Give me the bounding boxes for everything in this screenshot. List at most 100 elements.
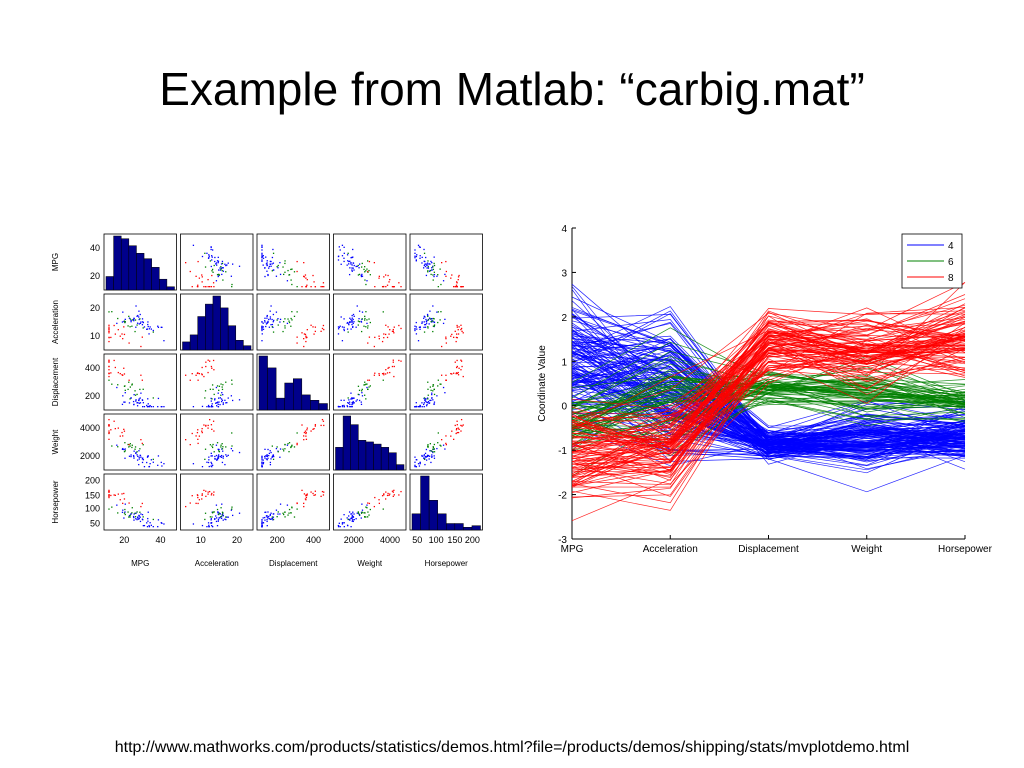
scatter-point xyxy=(268,326,271,328)
scatter-point xyxy=(210,494,213,496)
scatter-point xyxy=(424,324,426,326)
scatter-point xyxy=(132,400,135,403)
scatter-point xyxy=(226,264,228,266)
scatter-point xyxy=(341,326,344,328)
scatter-point xyxy=(220,398,223,400)
scatter-point xyxy=(427,381,429,383)
scatter-point xyxy=(225,454,227,456)
scatter-point xyxy=(136,393,138,396)
scatter-point xyxy=(128,342,130,344)
scatter-point xyxy=(423,406,425,408)
scatter-point xyxy=(422,267,425,269)
scatter-point xyxy=(417,463,420,465)
scatter-point xyxy=(201,374,203,376)
scatter-point xyxy=(385,286,387,288)
scatter-point xyxy=(270,518,272,520)
scatter-point xyxy=(455,286,457,288)
scatter-point xyxy=(450,335,452,337)
scatter-point xyxy=(454,424,456,427)
scatter-point xyxy=(351,314,353,317)
cell-frame xyxy=(180,233,254,291)
scatter-point xyxy=(358,267,360,269)
scatter-point xyxy=(261,520,263,522)
scatter-point xyxy=(147,321,149,323)
scatter-point xyxy=(230,509,233,511)
scatter-point xyxy=(279,503,282,505)
legend: 468 xyxy=(901,233,963,289)
scatter-point xyxy=(348,511,351,513)
scatter-point xyxy=(320,330,322,332)
scatter-point xyxy=(123,498,126,500)
scatter-point xyxy=(343,328,345,330)
scatter-point xyxy=(350,526,352,528)
scatter-point xyxy=(392,330,394,332)
scatter-point xyxy=(123,326,125,328)
scatter-point xyxy=(152,406,154,408)
scatter-point xyxy=(383,493,385,495)
scatter-point xyxy=(127,388,129,391)
scatter-point xyxy=(111,445,113,447)
scatter-point xyxy=(140,374,142,376)
scatter-point xyxy=(416,406,418,408)
scatter-point xyxy=(339,526,341,528)
scatter-point xyxy=(349,317,351,319)
scatter-point xyxy=(364,266,366,268)
matrix-cell-mpg-vs-horsepower xyxy=(409,233,483,291)
scatter-point xyxy=(220,515,223,518)
scatter-point xyxy=(306,493,308,495)
scatter-point xyxy=(415,321,417,324)
scatter-point xyxy=(217,456,219,458)
scatter-point xyxy=(358,310,361,312)
scatter-point xyxy=(149,326,151,328)
scatter-point xyxy=(218,389,220,391)
scatter-point xyxy=(364,319,366,321)
scatter-point xyxy=(271,445,273,447)
series-8-line xyxy=(571,339,966,419)
histogram-bar xyxy=(365,441,374,471)
scatter-point xyxy=(197,284,199,286)
scatter-point xyxy=(122,509,124,511)
scatter-point xyxy=(444,448,446,450)
scatter-point xyxy=(141,458,144,460)
scatter-point xyxy=(348,401,351,403)
scatter-point xyxy=(424,463,426,466)
matrix-cell-horsepower-vs-weight xyxy=(333,473,407,531)
scatter-point xyxy=(267,320,269,323)
scatter-point xyxy=(142,525,145,527)
scatter-point xyxy=(131,383,133,385)
histogram-bar xyxy=(373,443,382,471)
scatter-point xyxy=(209,286,211,288)
scatter-point xyxy=(383,374,385,376)
matrix-cell-horsepower-vs-acceleration xyxy=(180,473,254,531)
scatter-point xyxy=(430,273,432,276)
scatter-point xyxy=(391,490,394,492)
scatter-point xyxy=(306,429,308,431)
scatter-point xyxy=(185,261,187,264)
scatter-point xyxy=(216,264,218,266)
scatter-point xyxy=(129,318,132,320)
scatter-point xyxy=(456,420,458,422)
scatter-point xyxy=(369,321,371,324)
x-tick-label: 10 xyxy=(196,535,206,545)
scatter-point xyxy=(346,524,349,526)
y-tick-label: 2000 xyxy=(80,451,100,461)
scatter-point xyxy=(149,522,151,524)
source-url[interactable]: http://www.mathworks.com/products/statis… xyxy=(114,739,910,756)
scatter-point xyxy=(423,402,425,404)
scatter-point xyxy=(123,401,125,403)
scatter-point xyxy=(350,263,352,265)
scatter-point xyxy=(211,404,213,407)
scatter-point xyxy=(400,490,402,493)
scatter-point xyxy=(130,454,132,456)
scatter-point xyxy=(306,427,308,429)
scatter-point xyxy=(419,257,421,259)
scatter-point xyxy=(343,257,345,259)
scatter-point xyxy=(133,393,135,396)
scatter-point xyxy=(205,286,207,288)
scatter-point xyxy=(218,450,220,452)
scatter-point xyxy=(206,526,208,528)
scatter-point xyxy=(227,262,229,264)
scatter-point xyxy=(279,456,281,458)
scatter-point xyxy=(433,324,436,326)
scatter-point xyxy=(148,328,151,330)
